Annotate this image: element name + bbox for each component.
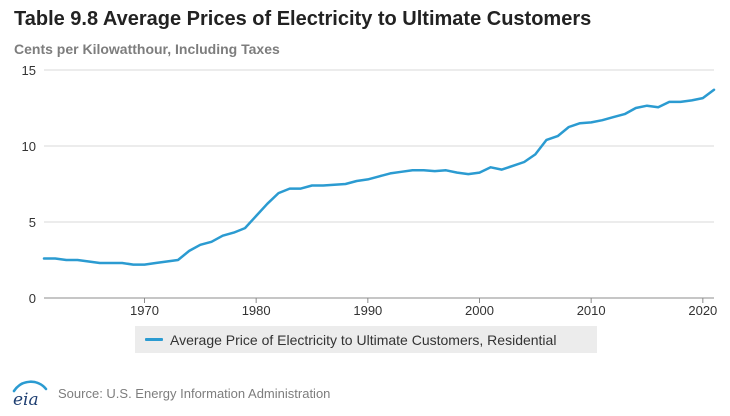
source-note: Source: U.S. Energy Information Administ… [58, 385, 331, 401]
y-tick-label-10: 10 [22, 139, 36, 154]
x-tick-label-2010: 2010 [577, 303, 606, 318]
eia-logo-text: eia [13, 390, 39, 408]
x-tick-label-1970: 1970 [130, 303, 159, 318]
x-tick-label-2000: 2000 [465, 303, 494, 318]
chart-title: Table 9.8 Average Prices of Electricity … [14, 8, 592, 30]
legend[interactable]: Average Price of Electricity to Ultimate… [135, 326, 597, 353]
legend-swatch-residential [145, 338, 163, 341]
x-tick-label-2020: 2020 [688, 303, 717, 318]
eia-logo-icon: eia [12, 380, 48, 408]
footer: eia Source: U.S. Energy Information Admi… [10, 378, 330, 408]
chart-subtitle: Cents per Kilowatthour, Including Taxes [14, 41, 280, 57]
y-tick-label-5: 5 [29, 215, 36, 230]
x-tick-label-1980: 1980 [242, 303, 271, 318]
x-tick-label-1990: 1990 [353, 303, 382, 318]
series-line-1 [42, 88, 716, 266]
line-chart: 0 5 10 15 1970 1980 1990 2000 2010 2020 [22, 63, 718, 318]
legend-label-residential: Average Price of Electricity to Ultimate… [170, 331, 557, 348]
y-tick-label-0: 0 [29, 291, 36, 306]
y-tick-label-15: 15 [22, 63, 36, 78]
